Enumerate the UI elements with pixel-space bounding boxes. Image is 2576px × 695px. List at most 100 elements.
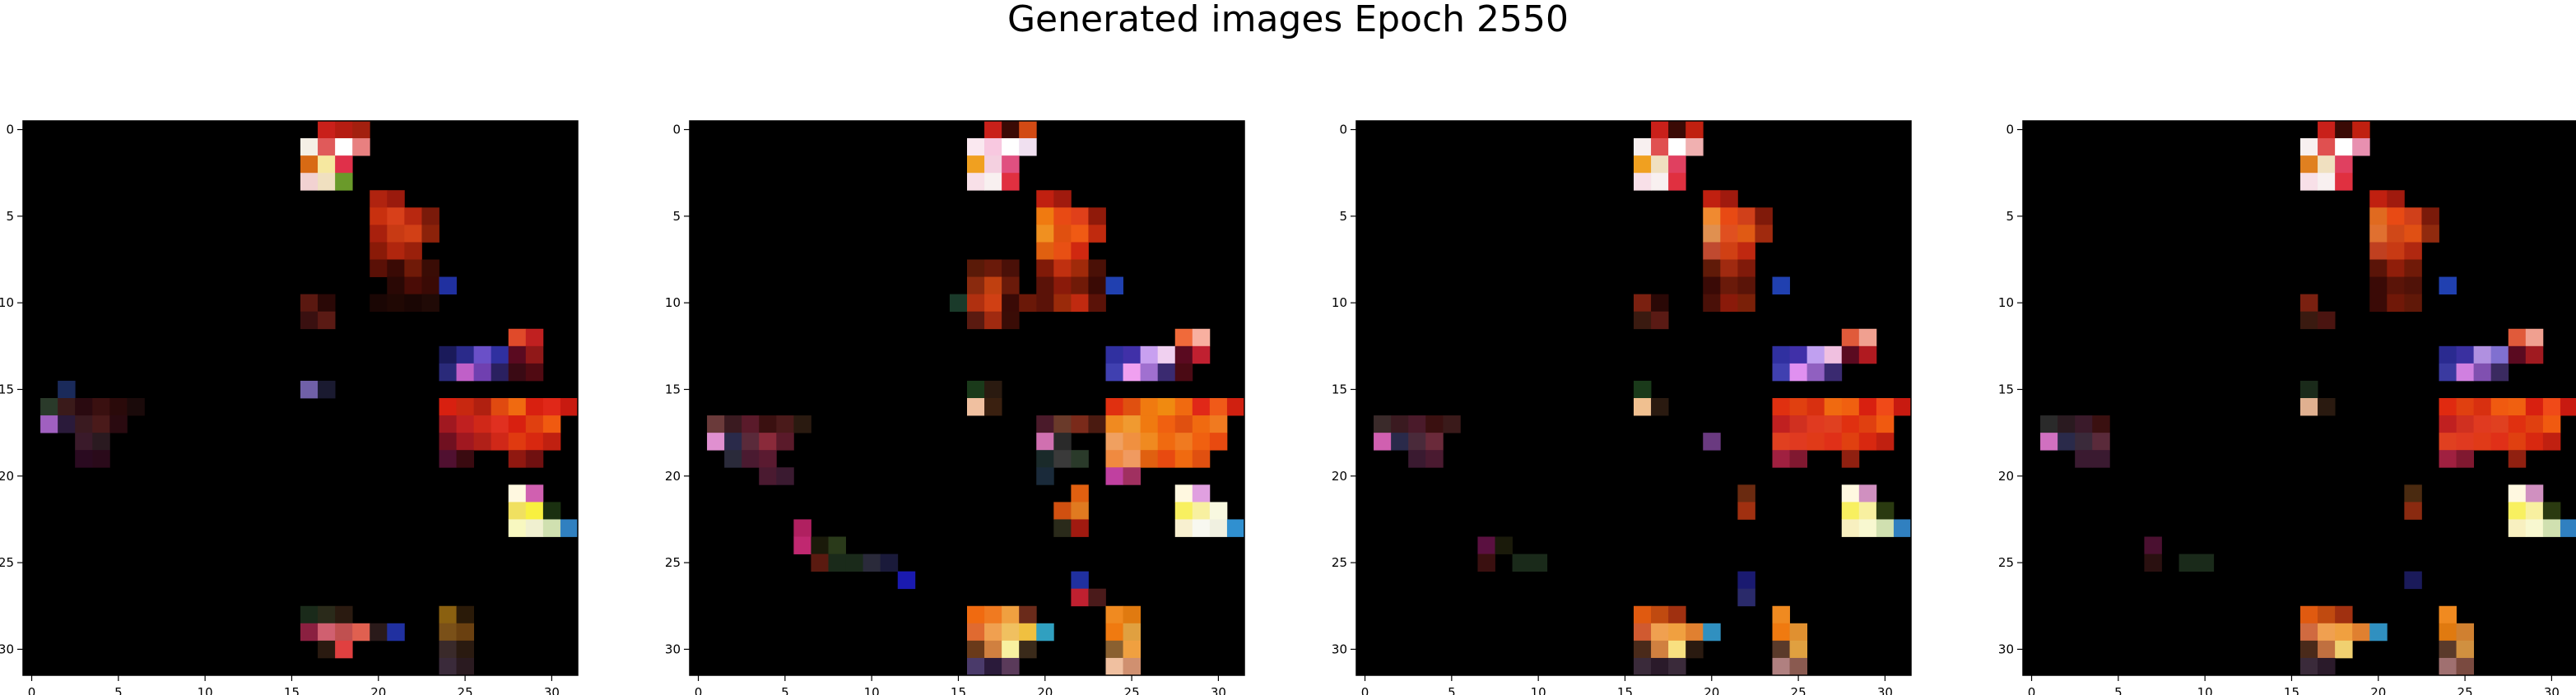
pixel-cell xyxy=(2387,242,2405,260)
pixel-cell xyxy=(1209,398,1228,416)
pixel-cell xyxy=(2439,276,2457,295)
pixel-cell xyxy=(58,380,76,399)
pixel-cell xyxy=(984,311,1002,330)
image-panel: 0 5 10 15 20 25 30 0 5 10 15 20 25 30 xyxy=(665,120,1245,695)
pixel-cell xyxy=(2490,363,2509,382)
x-tick-label: 25 xyxy=(1124,685,1140,695)
pixel-cell xyxy=(828,536,846,554)
pixel-cell xyxy=(473,433,492,451)
pixel-cell xyxy=(2525,433,2544,451)
pixel-cell xyxy=(1071,259,1089,277)
pixel-cell xyxy=(1858,345,1877,364)
x-tick-label: 20 xyxy=(1037,685,1053,695)
x-tick-label: 20 xyxy=(1704,685,1719,695)
pixel-cell xyxy=(1651,657,1669,676)
pixel-cell xyxy=(456,605,475,624)
pixel-cell xyxy=(1408,433,1426,451)
pixel-cell xyxy=(92,398,110,416)
pixel-cell xyxy=(1071,242,1089,260)
pixel-cell xyxy=(456,433,475,451)
pixel-cell xyxy=(984,380,1002,399)
pixel-cell xyxy=(370,623,388,642)
pixel-cell xyxy=(525,345,544,364)
pixel-cell xyxy=(2421,225,2439,243)
pixel-cell xyxy=(2542,502,2561,520)
pixel-cell xyxy=(75,450,93,468)
pixel-cell xyxy=(1157,398,1176,416)
pixel-cell xyxy=(1140,398,1159,416)
pixel-cell xyxy=(387,225,405,243)
pixel-cell xyxy=(2075,415,2093,433)
pixel-cell xyxy=(2473,398,2492,416)
pixel-cell xyxy=(439,415,457,433)
pixel-cell xyxy=(1789,415,1808,433)
pixel-cell xyxy=(1789,363,1808,382)
pixel-cell xyxy=(1002,657,1020,676)
pixel-cell xyxy=(1737,502,1755,520)
y-tick-label: 30 xyxy=(1332,642,1347,656)
pixel-cell xyxy=(1174,484,1193,503)
pixel-cell xyxy=(1036,433,1054,451)
pixel-cell xyxy=(2490,398,2509,416)
x-tick-label: 25 xyxy=(1791,685,1806,695)
pixel-cell xyxy=(1123,605,1142,624)
pixel-cell xyxy=(984,294,1002,313)
pixel-cell xyxy=(793,415,811,433)
pixel-cell xyxy=(2508,519,2527,537)
pixel-cell xyxy=(75,433,93,451)
pixel-cell xyxy=(967,605,985,624)
pixel-cell xyxy=(1408,415,1426,433)
y-tick-label: 30 xyxy=(0,642,14,656)
pixel-cell xyxy=(1858,328,1877,347)
y-tick-label: 0 xyxy=(6,123,14,137)
pixel-cell xyxy=(1824,398,1843,416)
pixel-cell xyxy=(92,433,110,451)
pixel-cell xyxy=(2456,450,2475,468)
pixel-cell xyxy=(1425,433,1444,451)
pixel-cell xyxy=(1634,640,1652,659)
pixel-cell xyxy=(387,190,405,208)
pixel-cell xyxy=(1209,519,1228,537)
pixel-cell xyxy=(387,259,405,277)
pixel-cell xyxy=(1686,640,1704,659)
pixel-cell xyxy=(1651,173,1669,191)
pixel-cell xyxy=(1036,225,1054,243)
pixel-cell xyxy=(2335,138,2353,156)
pixel-cell xyxy=(1720,276,1738,295)
pixel-cell xyxy=(2318,605,2336,624)
pixel-cell xyxy=(1105,415,1123,433)
pixel-cell xyxy=(1209,415,1228,433)
pixel-cell xyxy=(2335,623,2353,642)
pixel-cell xyxy=(508,363,527,382)
pixel-cell xyxy=(967,398,985,416)
pixel-cell xyxy=(845,554,864,572)
x-tick-label: 0 xyxy=(695,685,703,695)
pixel-cell xyxy=(421,294,439,313)
y-tick-label: 15 xyxy=(665,382,681,396)
pixel-cell xyxy=(1737,276,1755,295)
pixel-cell xyxy=(1634,380,1652,399)
pixel-cell xyxy=(2092,433,2110,451)
pixel-cell xyxy=(1668,605,1686,624)
pixel-cell xyxy=(318,294,336,313)
x-tick-label: 10 xyxy=(198,685,213,695)
pixel-cell xyxy=(1071,502,1089,520)
pixel-cell xyxy=(1720,190,1738,208)
pixel-cell xyxy=(1192,345,1211,364)
pixel-cell xyxy=(811,536,829,554)
pixel-cell xyxy=(1634,398,1652,416)
pixel-cell xyxy=(335,623,353,642)
pixel-cell xyxy=(776,415,794,433)
pixel-cell xyxy=(1088,225,1106,243)
pixel-cell xyxy=(1686,138,1704,156)
pixel-cell xyxy=(967,276,985,295)
pixel-cell xyxy=(2300,623,2318,642)
pixel-cell xyxy=(1893,519,1912,537)
pixel-cell xyxy=(2369,190,2388,208)
pixel-cell xyxy=(439,605,457,624)
y-tick-label: 10 xyxy=(665,295,681,310)
pixel-cell xyxy=(1036,623,1054,642)
pixel-cell xyxy=(491,345,509,364)
pixel-cell xyxy=(1140,415,1159,433)
pixel-cell xyxy=(1703,623,1721,642)
